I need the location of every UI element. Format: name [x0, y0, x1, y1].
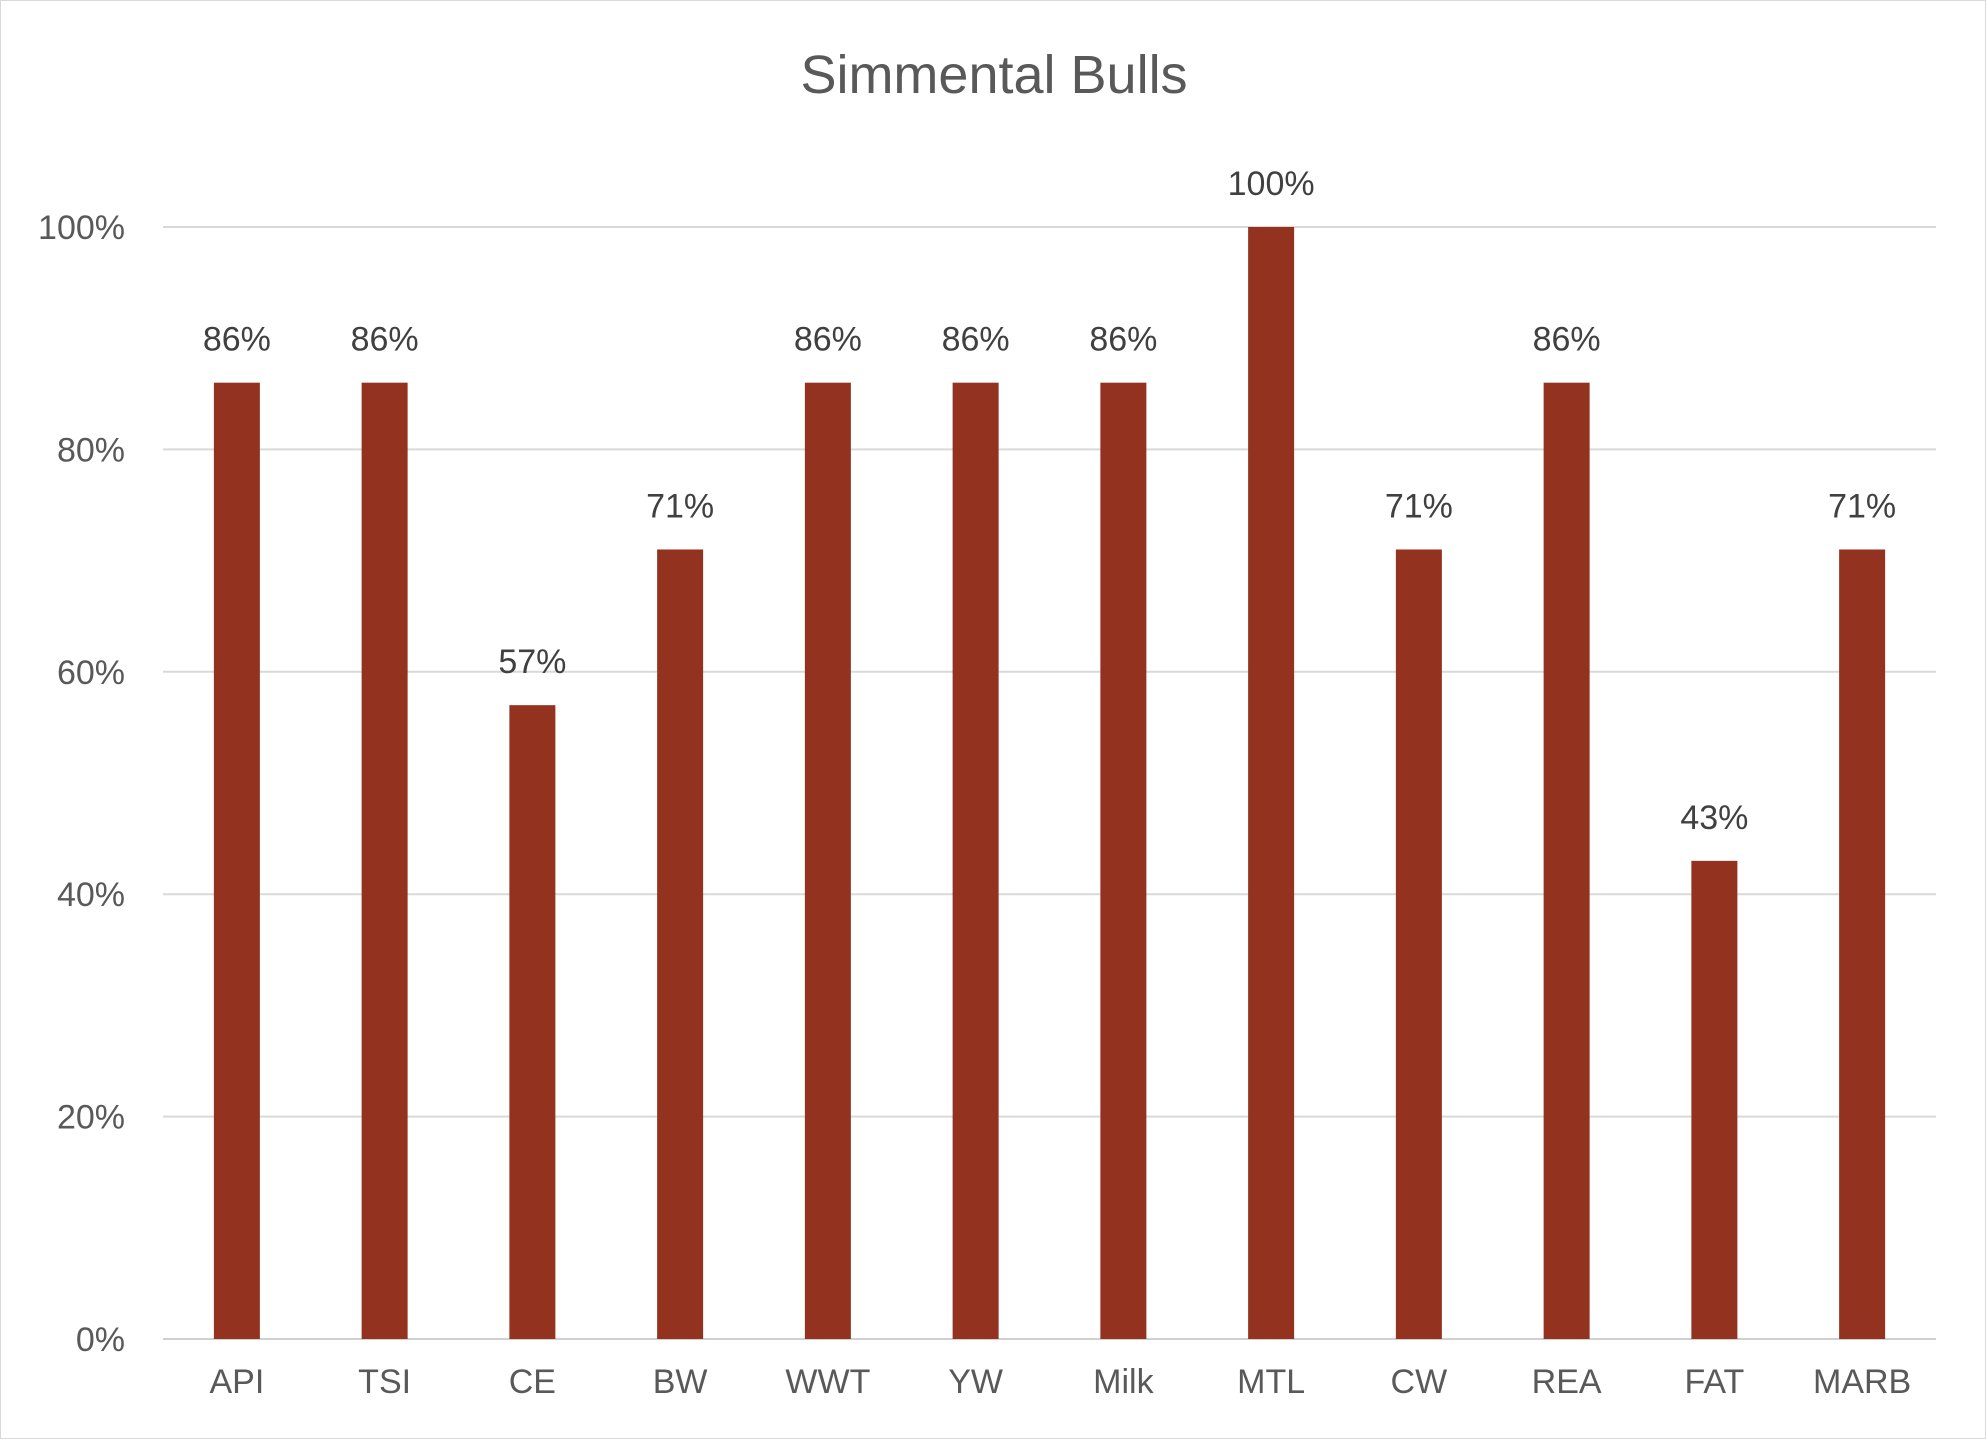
x-tick-label: BW — [653, 1363, 708, 1401]
bar-tsi — [361, 382, 408, 1339]
x-tick-label: REA — [1532, 1363, 1602, 1401]
bar-api — [213, 382, 260, 1339]
data-label: 57% — [498, 643, 566, 681]
bar-wwt — [804, 382, 851, 1339]
data-label: 43% — [1680, 799, 1748, 837]
data-label: 86% — [1089, 321, 1157, 359]
bar-milk — [1100, 382, 1147, 1339]
data-label: 71% — [1385, 487, 1453, 525]
bar-mtl — [1248, 227, 1295, 1339]
data-label: 86% — [942, 321, 1010, 359]
x-tick-label: MARB — [1813, 1363, 1911, 1401]
y-tick-label: 60% — [57, 654, 125, 692]
bar-rea — [1543, 382, 1590, 1339]
x-tick-label: MTL — [1237, 1363, 1305, 1401]
bar-bw — [657, 549, 704, 1339]
data-label: 86% — [794, 321, 862, 359]
y-tick-label: 100% — [38, 209, 125, 247]
x-tick-label: CW — [1391, 1363, 1448, 1401]
bar-fat — [1691, 860, 1738, 1339]
gridlines — [163, 226, 1936, 1340]
y-tick-label: 20% — [57, 1099, 125, 1137]
data-label: 100% — [1228, 165, 1315, 203]
y-axis-tick-labels: 0% 20% 40% 60% 80% 100% — [38, 209, 125, 1359]
x-tick-label: WWT — [785, 1363, 870, 1401]
bar-yw — [952, 382, 999, 1339]
data-labels: 86% 86% 57% 71% 86% 86% 86% 100% 71% 86% 43% 71% — [203, 165, 1896, 837]
x-tick-label: FAT — [1684, 1363, 1744, 1401]
x-tick-label: YW — [948, 1363, 1003, 1401]
y-tick-label: 80% — [57, 431, 125, 469]
x-tick-label: CE — [509, 1363, 556, 1401]
bar-marb — [1839, 549, 1886, 1339]
y-tick-label: 0% — [76, 1321, 125, 1359]
data-label: 86% — [351, 321, 419, 359]
y-tick-label: 40% — [57, 876, 125, 914]
data-label: 71% — [1828, 487, 1896, 525]
chart-title: Simmental Bulls — [800, 45, 1187, 105]
data-label: 86% — [203, 321, 271, 359]
bars — [213, 227, 1886, 1339]
bar-cw — [1395, 549, 1442, 1339]
x-tick-label: Milk — [1093, 1363, 1154, 1401]
bar-ce — [509, 705, 556, 1339]
x-tick-label: API — [209, 1363, 264, 1401]
data-label: 71% — [646, 487, 714, 525]
x-axis-tick-labels: API TSI CE BW WWT YW Milk MTL CW REA FAT MARB — [209, 1363, 1911, 1401]
data-label: 86% — [1533, 321, 1601, 359]
x-tick-label: TSI — [358, 1363, 411, 1401]
